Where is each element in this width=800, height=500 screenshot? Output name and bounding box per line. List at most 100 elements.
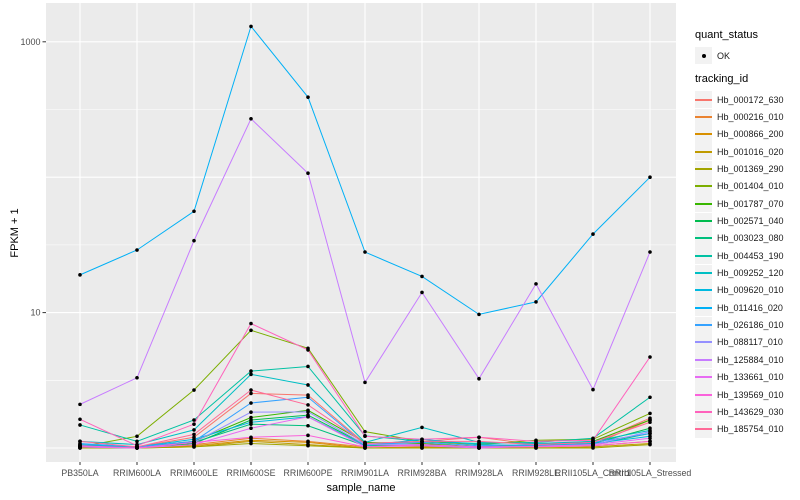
legend-item-label: Hb_001016_020 <box>717 146 784 157</box>
data-point <box>78 402 82 407</box>
data-point <box>78 417 82 422</box>
legend-item-Hb_001404_010: Hb_001404_010 <box>695 177 784 195</box>
legend-key-line-icon <box>695 185 712 188</box>
data-point <box>306 95 310 99</box>
data-point <box>648 395 652 400</box>
data-point <box>363 434 367 439</box>
x-tick-label: RRIM600SE <box>227 468 276 478</box>
tracking-id-legend-items: Hb_000172_630 Hb_000216_010 Hb_000866_200 H… <box>695 91 784 438</box>
legend-key-line-icon <box>695 393 712 396</box>
data-point <box>363 250 367 254</box>
legend-item-Hb_026186_010: Hb_026186_010 <box>695 316 784 334</box>
data-point <box>306 423 310 428</box>
legend-item-Hb_009252_120: Hb_009252_120 <box>695 264 784 282</box>
data-point <box>648 436 652 441</box>
data-point <box>249 328 253 333</box>
data-point <box>249 410 253 414</box>
legend-key <box>695 195 712 213</box>
legend-item-Hb_009620_010: Hb_009620_010 <box>695 281 784 299</box>
data-point <box>78 273 82 277</box>
legend-key-line-icon <box>695 116 712 119</box>
data-point <box>591 443 595 448</box>
legend-key-line-icon <box>695 168 712 171</box>
legend-key <box>695 91 712 109</box>
legend-item-label: Hb_002571_040 <box>717 216 784 227</box>
data-point <box>534 442 538 447</box>
panel-background <box>46 3 676 462</box>
data-point <box>192 422 196 426</box>
data-point <box>249 369 253 373</box>
legend-item-Hb_088117_010: Hb_088117_010 <box>695 333 784 351</box>
data-point <box>648 355 652 359</box>
x-tick-label: RRIM928BA <box>398 468 447 478</box>
legend-item-Hb_139569_010: Hb_139569_010 <box>695 386 784 404</box>
legend-key <box>695 143 712 161</box>
x-tick-label: RRIM928LE <box>512 468 560 478</box>
data-point <box>249 372 253 377</box>
legend-key-line-icon <box>695 289 712 292</box>
data-point <box>420 442 424 447</box>
x-tick-label: RRIM600LA <box>113 468 161 478</box>
x-tick-label: RRIM600LE <box>170 468 218 478</box>
legend-key <box>695 212 712 230</box>
legend-key <box>695 368 712 386</box>
legend-key <box>695 316 712 334</box>
data-point <box>534 439 538 444</box>
data-point <box>249 388 253 392</box>
legend-key <box>695 333 712 351</box>
data-point <box>192 209 196 214</box>
legend-key <box>695 47 712 65</box>
legend-item-Hb_003023_080: Hb_003023_080 <box>695 229 784 247</box>
legend-key <box>695 281 712 299</box>
legend-key <box>695 299 712 317</box>
legend-key <box>695 247 712 265</box>
legend-key-line-icon <box>695 306 712 309</box>
legend-key-line-icon <box>695 98 712 101</box>
legend-item-label: Hb_000866_200 <box>717 129 784 140</box>
legend-item-Hb_000172_630: Hb_000172_630 <box>695 91 784 109</box>
legend-key <box>695 264 712 282</box>
legend-key-line-icon <box>695 133 712 136</box>
legend-item-Hb_000216_010: Hb_000216_010 <box>695 108 784 126</box>
legend-item-Hb_143629_030: Hb_143629_030 <box>695 403 784 421</box>
legend-item-Hb_001369_290: Hb_001369_290 <box>695 160 784 178</box>
data-point <box>363 445 367 449</box>
legend-item-label: Hb_088117_010 <box>717 337 783 348</box>
legend-key <box>695 229 712 247</box>
data-point <box>306 414 310 419</box>
legend-item-Hb_185754_010: Hb_185754_010 <box>695 420 784 438</box>
data-point <box>192 440 196 445</box>
data-point <box>306 403 310 407</box>
data-point <box>306 410 310 414</box>
data-point <box>477 312 481 317</box>
legend-key-line-icon <box>695 428 712 431</box>
data-point <box>135 434 139 439</box>
data-point <box>306 433 310 438</box>
legend-key-point-icon <box>701 53 706 58</box>
data-point <box>306 383 310 387</box>
x-tick-label: RRIM928LA <box>455 468 503 478</box>
data-point <box>648 420 652 425</box>
data-point <box>192 238 196 243</box>
data-point <box>249 116 253 121</box>
y-axis-title: FPKM + 1 <box>9 208 21 258</box>
legend-key-line-icon <box>695 341 712 344</box>
data-point <box>135 439 139 444</box>
data-point <box>306 171 310 176</box>
legend-key-line-icon <box>695 220 712 223</box>
data-point <box>249 426 253 431</box>
data-point <box>249 415 253 420</box>
legend-key <box>695 160 712 178</box>
data-point <box>648 411 652 416</box>
data-point <box>477 445 481 449</box>
legend-key-line-icon <box>695 272 712 275</box>
data-point <box>591 440 595 445</box>
legend-item-label: Hb_011416_020 <box>717 302 783 313</box>
x-axis-title: sample_name <box>326 482 396 494</box>
data-point <box>78 439 82 444</box>
legend-key-line-icon <box>695 410 712 413</box>
data-point <box>534 300 538 304</box>
legend-key-line-icon <box>695 324 712 327</box>
legend-item-label: Hb_001787_070 <box>717 198 784 209</box>
legend-item-Hb_002571_040: Hb_002571_040 <box>695 212 784 230</box>
